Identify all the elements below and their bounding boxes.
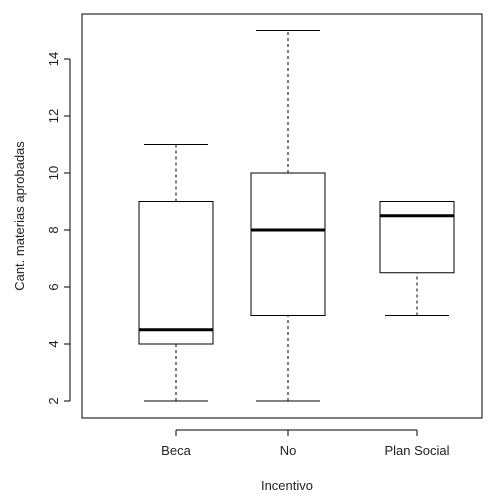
y-tick-label: 4 [46, 340, 61, 347]
y-axis-label: Cant. materias aprobadas [12, 141, 27, 291]
y-tick-label: 12 [46, 109, 61, 123]
box-group [250, 30, 326, 402]
y-axis: 2 4 6 8 10 12 14 [46, 52, 71, 405]
iqr-box [379, 201, 455, 274]
boxes [138, 30, 455, 402]
y-tick-label: 10 [46, 166, 61, 180]
plot-frame [81, 13, 483, 419]
box-group [138, 144, 214, 402]
x-axis: Beca No Plan Social [161, 429, 450, 458]
x-axis-label: Incentivo [261, 478, 313, 493]
box-group [379, 201, 455, 316]
y-tick-label: 8 [46, 226, 61, 233]
x-tick-label: No [280, 443, 297, 458]
iqr-box [250, 172, 326, 316]
x-tick-label: Plan Social [384, 443, 449, 458]
y-tick-label: 2 [46, 397, 61, 404]
y-tick-label: 14 [46, 52, 61, 66]
iqr-box [138, 201, 214, 345]
y-tick-label: 6 [46, 283, 61, 290]
x-tick-label: Beca [161, 443, 191, 458]
